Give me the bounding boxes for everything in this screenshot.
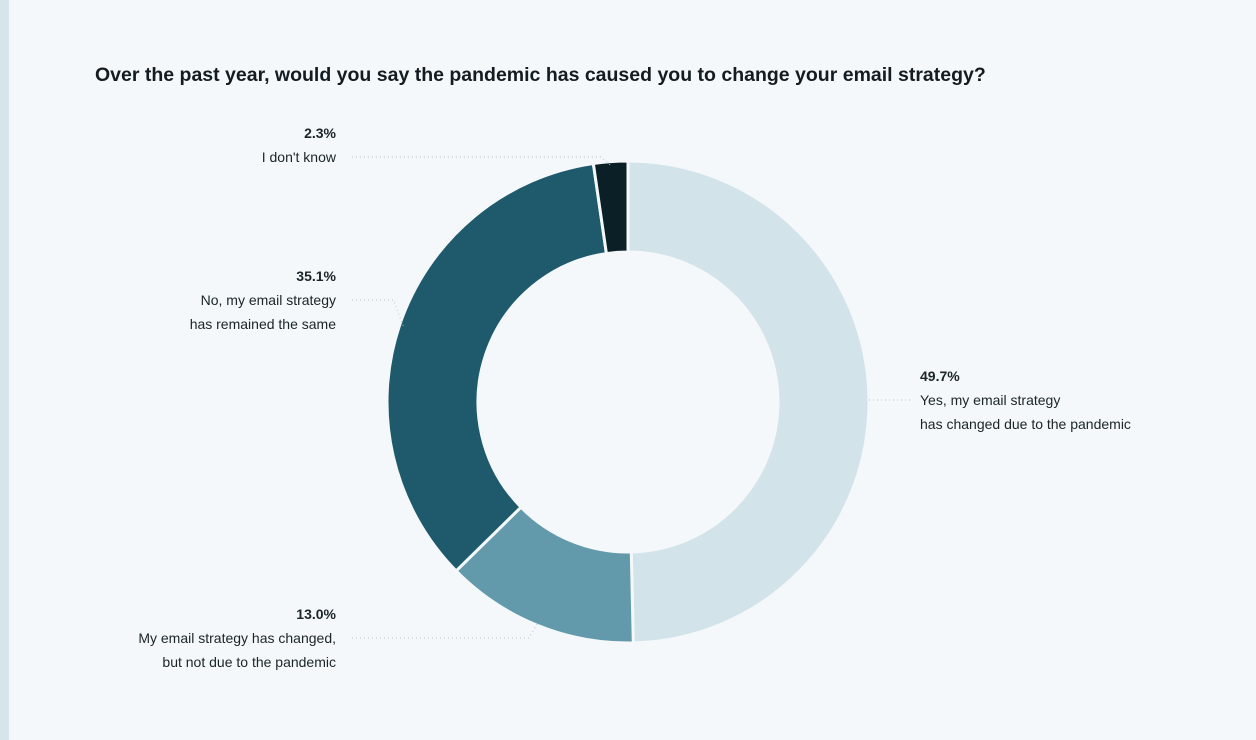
label-no: 35.1% No, my email strategy has remained t…	[190, 268, 404, 332]
leader-line-changed-not-pandemic	[352, 621, 540, 639]
category-label-yes-line-2: has changed due to the pandemic	[920, 416, 1131, 432]
category-label-no-line-1: No, my email strategy	[201, 292, 336, 308]
label-yes: 49.7% Yes, my email strategy has changed d…	[868, 368, 1131, 432]
pct-label-yes: 49.7%	[920, 368, 960, 384]
category-label-changed-not-pandemic-line-2: but not due to the pandemic	[162, 654, 336, 670]
leader-line-dont-know	[352, 156, 612, 166]
category-label-yes-line-1: Yes, my email strategy	[920, 392, 1060, 408]
pct-label-dont-know: 2.3%	[304, 125, 336, 141]
donut-slices	[385, 159, 871, 645]
category-label-no-line-2: has remained the same	[190, 316, 337, 332]
slice-no	[385, 161, 609, 574]
left-edge-bar	[0, 0, 9, 740]
pct-label-no: 35.1%	[296, 268, 336, 284]
slice-dont-know	[591, 159, 630, 256]
pct-label-changed-not-pandemic: 13.0%	[296, 606, 336, 622]
label-dont-know: 2.3% I don't know	[262, 125, 612, 166]
slice-yes	[626, 159, 871, 645]
donut-labels: 49.7% Yes, my email strategy has changed d…	[138, 125, 1131, 670]
category-label-changed-not-pandemic-line-1: My email strategy has changed,	[138, 630, 336, 646]
leader-line-no	[352, 299, 404, 327]
chart-title: Over the past year, would you say the pa…	[95, 64, 986, 86]
category-label-dont-know-line-1: I don't know	[262, 149, 337, 165]
label-changed-not-pandemic: 13.0% My email strategy has changed, but n…	[138, 606, 540, 670]
